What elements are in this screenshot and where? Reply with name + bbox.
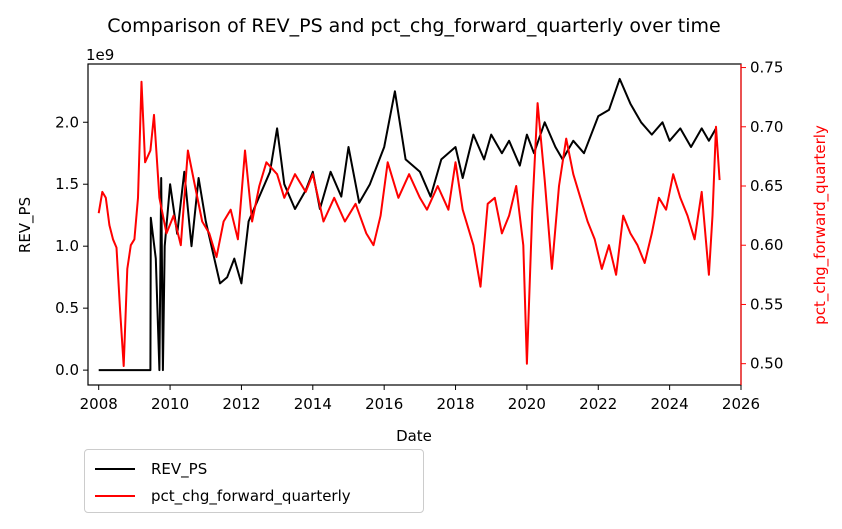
chart-title: Comparison of REV_PS and pct_chg_forward… [107,15,720,37]
left-y-tick-label: 0.5 [55,299,79,317]
legend-swatch-pct-chg [95,495,135,497]
right-y-tick-label: 0.50 [750,355,783,373]
x-axis-label: Date [396,427,432,445]
series-line-rev-ps [98,77,717,372]
legend-item-rev-ps: REV_PS [95,456,207,482]
plot-area: 2008 2010 2012 2014 2016 2018 2020 2022 2024 2026… [55,59,783,413]
right-axis-label: pct_chg_forward_quarterly [811,125,830,325]
x-tick-label: 2024 [651,395,689,413]
legend-label: pct_chg_forward_quarterly [151,487,351,505]
series-line-pct-chg-forward-quarterly [97,80,721,367]
x-tick-label: 2014 [294,395,332,413]
x-tick-label: 2022 [579,395,617,413]
left-y-tick-label: 1.0 [55,237,79,255]
left-axis-offset-text: 1e9 [86,46,114,64]
legend-item-pct-chg: pct_chg_forward_quarterly [95,483,351,509]
legend: REV_PS pct_chg_forward_quarterly [84,449,424,513]
left-y-tick-label: 2.0 [55,113,79,131]
x-tick-label: 2020 [508,395,546,413]
x-tick-label: 2008 [80,395,118,413]
right-y-tick-label: 0.75 [750,59,783,77]
left-axis-label: REV_PS [16,197,35,253]
left-y-tick-label: 0.0 [55,361,79,379]
x-tick-label: 2012 [222,395,260,413]
plot-frame [87,63,742,386]
legend-label: REV_PS [151,460,208,478]
x-tick-label: 2016 [365,395,403,413]
right-y-tick-label: 0.60 [750,236,783,254]
legend-swatch-rev-ps [95,468,135,470]
right-y-tick-label: 0.55 [750,295,783,313]
left-y-tick-label: 1.5 [55,175,79,193]
right-y-tick-label: 0.70 [750,118,783,136]
x-tick-label: 2018 [436,395,474,413]
right-y-tick-label: 0.65 [750,177,783,195]
x-tick-label: 2010 [151,395,189,413]
x-tick-label: 2026 [722,395,760,413]
